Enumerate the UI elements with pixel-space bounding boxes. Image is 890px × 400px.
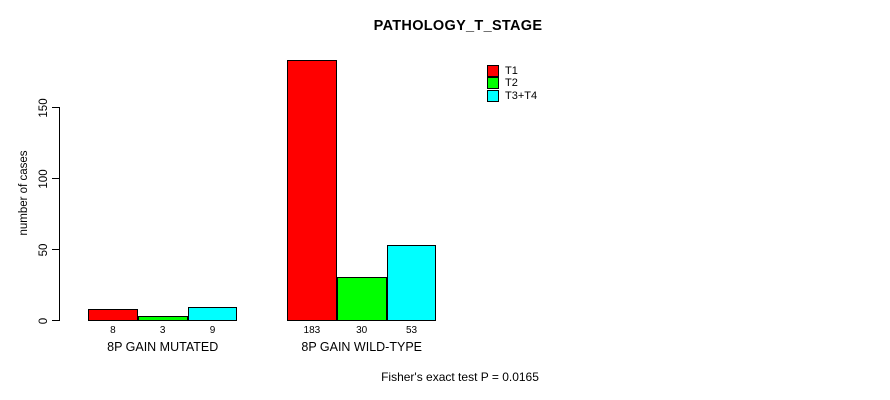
y-axis-line	[59, 107, 60, 321]
y-axis-tick	[52, 107, 59, 108]
bar-t3-t4	[386, 244, 437, 321]
legend-label: T3+T4	[505, 89, 538, 102]
bar-value-label: 9	[209, 325, 216, 336]
y-axis-tick-label: 0	[38, 317, 50, 324]
legend: T1 T2 T3+T4	[487, 65, 537, 102]
legend-item: T2	[487, 77, 537, 90]
y-axis-tick	[52, 178, 59, 179]
y-axis-tick	[52, 320, 59, 321]
bar-value-label: 3	[159, 325, 166, 336]
bar-value-label: 53	[405, 325, 418, 336]
bar-t1	[287, 60, 337, 321]
bar-value-label: 8	[110, 325, 116, 336]
y-axis-label: number of cases	[18, 150, 30, 236]
y-axis-tick-label: 50	[38, 243, 50, 256]
y-axis-tick	[52, 249, 59, 250]
legend-label: T1	[505, 65, 518, 78]
bar-t3-t4	[187, 307, 238, 321]
bar-t2	[336, 277, 387, 321]
legend-swatch-t2	[487, 77, 499, 90]
y-axis-tick-label: 150	[38, 97, 50, 118]
bar-value-label: 30	[356, 325, 368, 336]
category-label: 8P GAIN WILD-TYPE	[301, 340, 423, 354]
annotation-text: Fisher's exact test P = 0.0165	[381, 370, 539, 384]
bar-value-label: 183	[303, 325, 321, 336]
legend-swatch-t3-t4	[487, 89, 499, 102]
chart-title: PATHOLOGY_T_STAGE	[373, 18, 543, 34]
y-axis-tick-label: 100	[38, 168, 50, 189]
legend-item: T1	[487, 65, 537, 78]
bar-t2	[137, 315, 188, 321]
bar-t1	[88, 308, 138, 321]
legend-label: T2	[505, 77, 518, 90]
category-label: 8P GAIN MUTATED	[107, 340, 219, 354]
legend-swatch-t1	[487, 65, 499, 78]
legend-item: T3+T4	[487, 89, 538, 102]
